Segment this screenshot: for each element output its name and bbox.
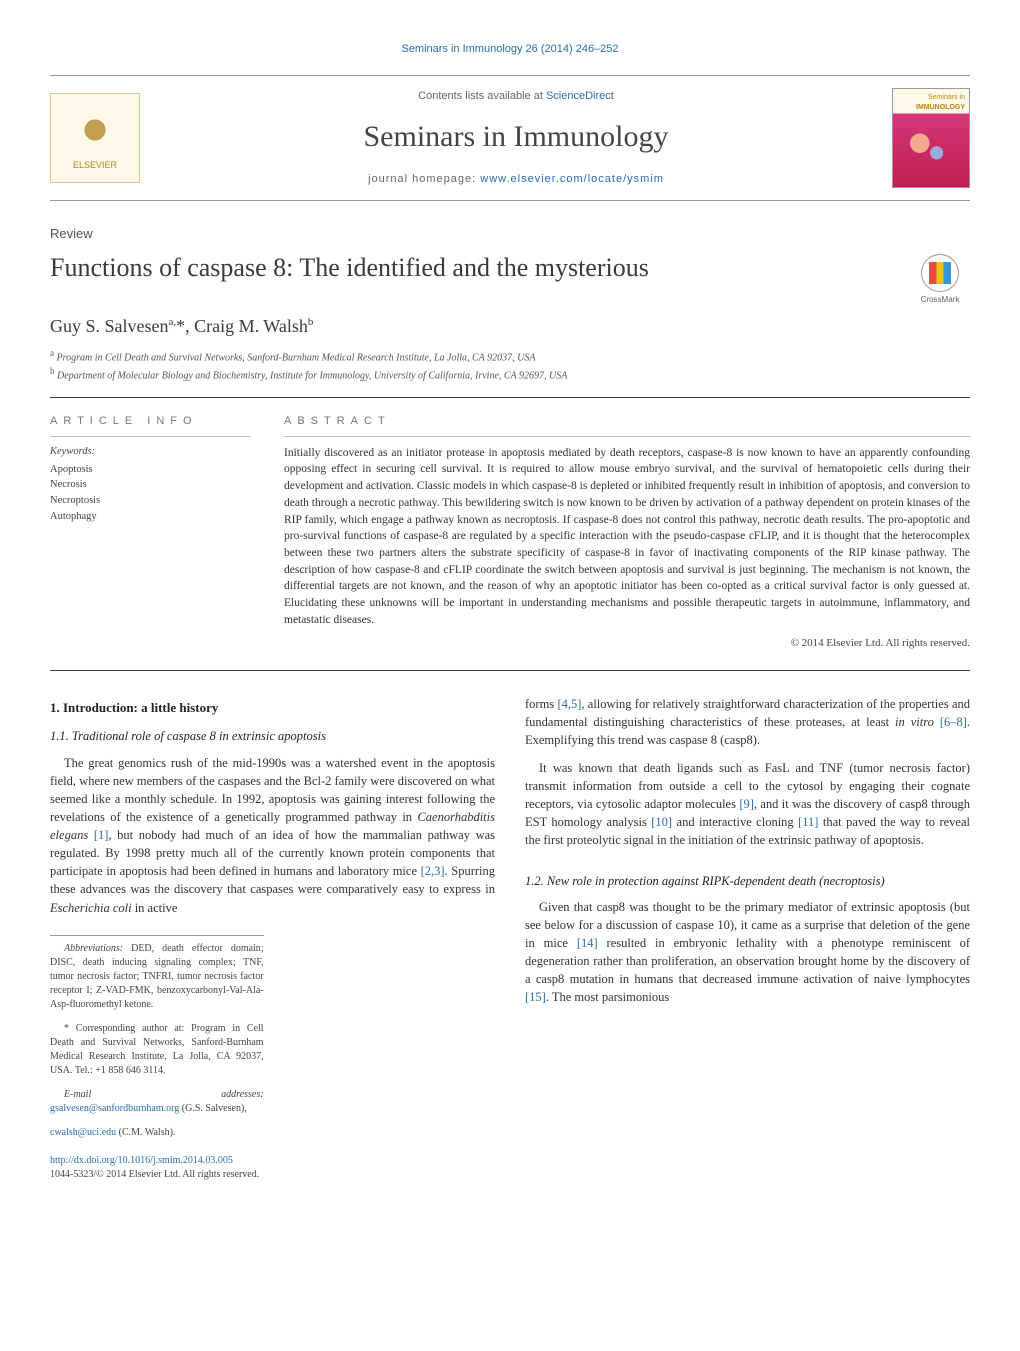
abstract-block: ABSTRACT Initially discovered as an init… xyxy=(284,414,970,651)
authors: Guy S. Salvesena,*, Craig M. Walshb xyxy=(50,314,970,339)
divider-bottom xyxy=(50,670,970,671)
email-name-2: (C.M. Walsh). xyxy=(119,1127,176,1138)
corresponding-author-footnote: * Corresponding author at: Program in Ce… xyxy=(50,1022,264,1078)
sciencedirect-link[interactable]: ScienceDirect xyxy=(546,90,614,102)
ref-link[interactable]: [2,3] xyxy=(421,864,445,878)
publisher-name: ELSEVIER xyxy=(73,159,117,172)
journal-banner: ELSEVIER Contents lists available at Sci… xyxy=(50,75,970,201)
section-1-heading: 1. Introduction: a little history xyxy=(50,699,495,718)
paragraph: forms [4,5], allowing for relatively str… xyxy=(525,695,970,749)
paragraph: The great genomics rush of the mid-1990s… xyxy=(50,754,495,917)
keyword-item: Necrosis xyxy=(50,477,250,493)
elsevier-tree-icon xyxy=(70,105,120,155)
ref-link[interactable]: [9] xyxy=(739,797,754,811)
keywords-list: Apoptosis Necrosis Necroptosis Autophagy xyxy=(50,462,250,525)
abstract-divider xyxy=(284,436,970,437)
taxon-name: Escherichia coli xyxy=(50,901,132,915)
issn-copyright: 1044-5323/© 2014 Elsevier Ltd. All right… xyxy=(50,1169,259,1180)
ref-link[interactable]: [11] xyxy=(798,815,818,829)
p-text: and interactive cloning xyxy=(672,815,798,829)
email-label: E-mail addresses: xyxy=(64,1089,264,1100)
doi-link[interactable]: http://dx.doi.org/10.1016/j.smim.2014.03… xyxy=(50,1155,233,1166)
affiliation-a-text: Program in Cell Death and Survival Netwo… xyxy=(57,352,536,363)
footer-links: http://dx.doi.org/10.1016/j.smim.2014.03… xyxy=(50,1154,495,1182)
affiliation-b: b Department of Molecular Biology and Bi… xyxy=(50,365,970,383)
ref-link[interactable]: [6–8] xyxy=(940,715,967,729)
contents-available-line: Contents lists available at ScienceDirec… xyxy=(140,89,892,104)
affiliations: a Program in Cell Death and Survival Net… xyxy=(50,347,970,384)
journal-cover-thumbnail: Seminars in IMMUNOLOGY xyxy=(892,88,970,188)
p-text: . The most parsimonious xyxy=(546,990,669,1004)
body-column-right: forms [4,5], allowing for relatively str… xyxy=(525,695,970,1182)
in-vitro-italic: in vitro xyxy=(895,715,934,729)
email-link-2[interactable]: cwalsh@uci.edu xyxy=(50,1127,116,1138)
footnotes-block: Abbreviations: DED, death effector domai… xyxy=(50,935,264,1140)
contents-prefix: Contents lists available at xyxy=(418,90,546,102)
email-footnote: E-mail addresses: gsalvesen@sanfordburnh… xyxy=(50,1088,264,1116)
keyword-item: Autophagy xyxy=(50,509,250,525)
journal-name: Seminars in Immunology xyxy=(140,116,892,158)
abstract-text: Initially discovered as an initiator pro… xyxy=(284,445,970,628)
paragraph: It was known that death ligands such as … xyxy=(525,759,970,850)
keywords-label: Keywords: xyxy=(50,445,250,460)
keyword-item: Apoptosis xyxy=(50,462,250,478)
crossmark-icon xyxy=(921,254,959,292)
header-citation: Seminars in Immunology 26 (2014) 246–252 xyxy=(50,42,970,57)
affiliation-b-text: Department of Molecular Biology and Bioc… xyxy=(57,370,567,381)
crossmark-label: CrossMark xyxy=(921,294,960,305)
divider-top xyxy=(50,397,970,398)
journal-homepage-line: journal homepage: www.elsevier.com/locat… xyxy=(140,172,892,187)
email-name-1: (G.S. Salvesen), xyxy=(182,1103,247,1114)
ref-link[interactable]: [14] xyxy=(577,936,598,950)
cover-text-top: Seminars in xyxy=(928,94,965,101)
p-text: in active xyxy=(132,901,178,915)
publisher-logo: ELSEVIER xyxy=(50,93,140,183)
journal-homepage-link[interactable]: www.elsevier.com/locate/ysmim xyxy=(480,173,664,185)
section-1-2-heading: 1.2. New role in protection against RIPK… xyxy=(525,872,970,890)
email-footnote-2: cwalsh@uci.edu (C.M. Walsh). xyxy=(50,1126,264,1140)
article-type: Review xyxy=(50,225,970,243)
body-column-left: 1. Introduction: a little history 1.1. T… xyxy=(50,695,495,1182)
article-info-header: ARTICLE INFO xyxy=(50,414,250,429)
info-divider xyxy=(50,436,250,437)
affiliation-a: a Program in Cell Death and Survival Net… xyxy=(50,347,970,365)
cover-text-bottom: IMMUNOLOGY xyxy=(916,104,965,111)
keyword-item: Necroptosis xyxy=(50,493,250,509)
ref-link[interactable]: [1] xyxy=(94,828,109,842)
homepage-prefix: journal homepage: xyxy=(368,173,480,185)
p-text: forms xyxy=(525,697,557,711)
abstract-copyright: © 2014 Elsevier Ltd. All rights reserved… xyxy=(284,636,970,651)
ref-link[interactable]: [4,5] xyxy=(557,697,581,711)
section-1-1-heading: 1.1. Traditional role of caspase 8 in ex… xyxy=(50,727,495,745)
article-info-block: ARTICLE INFO Keywords: Apoptosis Necrosi… xyxy=(50,414,250,651)
ref-link[interactable]: [15] xyxy=(525,990,546,1004)
paragraph: Given that casp8 was thought to be the p… xyxy=(525,898,970,1007)
abbrev-label: Abbreviations: xyxy=(64,943,123,954)
email-link-1[interactable]: gsalvesen@sanfordburnham.org xyxy=(50,1103,179,1114)
article-title: Functions of caspase 8: The identified a… xyxy=(50,250,649,286)
body-columns: 1. Introduction: a little history 1.1. T… xyxy=(50,695,970,1182)
crossmark-badge[interactable]: CrossMark xyxy=(910,254,970,314)
abbreviations-footnote: Abbreviations: DED, death effector domai… xyxy=(50,942,264,1012)
abstract-header: ABSTRACT xyxy=(284,414,970,429)
ref-link[interactable]: [10] xyxy=(651,815,672,829)
